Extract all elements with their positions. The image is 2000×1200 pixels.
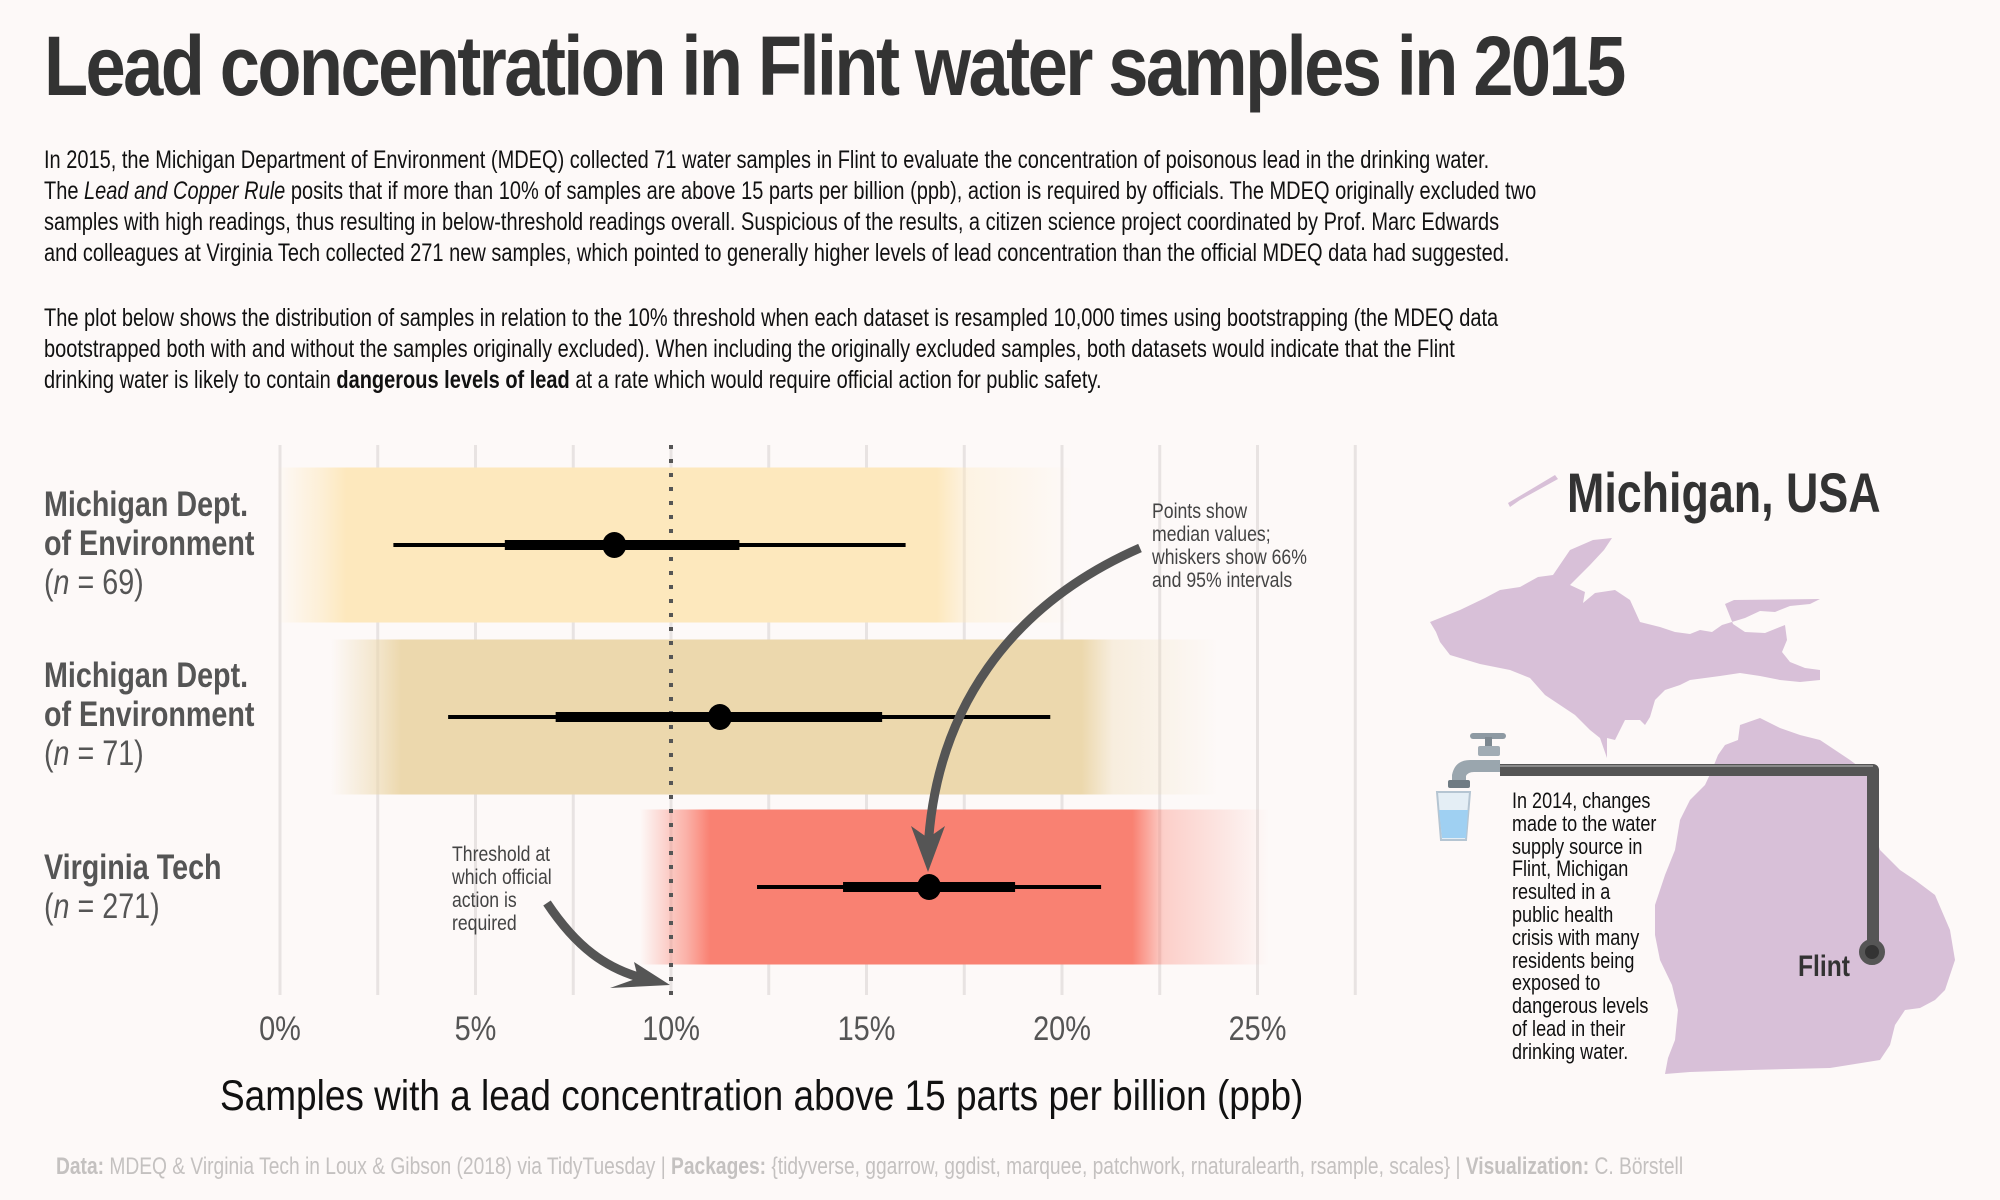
map-story-text: In 2014, changes made to the water suppl…	[1512, 788, 1657, 1064]
lower-peninsula	[1655, 718, 1955, 1074]
row-name-line: Michigan Dept.	[44, 485, 249, 524]
intervals	[393, 532, 1102, 900]
threshold-annotation-arrow	[543, 900, 651, 985]
faucet-icon	[1448, 733, 1506, 788]
caption: Data: MDEQ & Virginia Tech in Loux & Gib…	[56, 1153, 1683, 1181]
isle-royale	[1508, 475, 1558, 507]
intro-line: and colleagues at Virginia Tech collecte…	[44, 239, 1510, 267]
flint-marker	[1859, 939, 1885, 965]
michigan-map	[1430, 475, 1955, 1074]
x-tick-label: 0%	[259, 1009, 301, 1048]
median-annotation-text: Points show median values; whiskers show…	[1152, 500, 1307, 592]
flint-label: Flint	[1798, 950, 1850, 983]
caption-packages-value: {tidyverse, ggarrow, ggdist, marquee, pa…	[766, 1153, 1466, 1180]
x-axis-title: Samples with a lead concentration above …	[220, 1072, 1304, 1120]
median-annotation-arrowhead	[911, 826, 945, 872]
intro-line: The plot below shows the distribution of…	[44, 304, 1499, 332]
caption-data-value: MDEQ & Virginia Tech in Loux & Gibson (2…	[104, 1153, 672, 1180]
caption-packages-label: Packages:	[671, 1153, 767, 1180]
x-tick-label: 25%	[1229, 1009, 1287, 1048]
row-n: (n = 271)	[44, 887, 160, 926]
x-tick-label: 15%	[838, 1009, 896, 1048]
intro-paragraph-1: In 2015, the Michigan Department of Envi…	[44, 145, 1924, 269]
median-point	[707, 704, 732, 730]
row-label-virginia-tech: Virginia Tech (n = 271)	[44, 848, 222, 926]
row-label-mdeq-71: Michigan Dept. of Environment (n = 71)	[44, 656, 254, 773]
threshold-annotation-text: Threshold at which official action is re…	[452, 843, 552, 935]
water-glass-icon	[1435, 791, 1472, 841]
median-annotation-arrow	[923, 543, 1142, 851]
x-axis-ticks: 0% 5% 10% 15% 20% 25%	[259, 1009, 1286, 1048]
row-name-line: of Environment	[44, 524, 255, 563]
annotation-arrows	[543, 543, 1142, 988]
x-tick-label: 20%	[1033, 1009, 1091, 1048]
median-point	[917, 874, 942, 900]
row-name-line: of Environment	[44, 695, 255, 734]
median-point	[602, 532, 627, 558]
intro-line: bootstrapped both with and without the s…	[44, 335, 1455, 363]
intro-line: drinking water is likely to contain dang…	[44, 366, 1102, 394]
intro-line: samples with high readings, thus resulti…	[44, 208, 1500, 236]
row-label-mdeq-69: Michigan Dept. of Environment (n = 69)	[44, 485, 254, 602]
intro-line: In 2015, the Michigan Department of Envi…	[44, 146, 1490, 174]
map-title: Michigan, USA	[1567, 461, 1881, 524]
row-name-line: Virginia Tech	[44, 848, 222, 887]
caption-viz-value: C. Börstell	[1589, 1153, 1684, 1180]
intro-line: The Lead and Copper Rule posits that if …	[44, 177, 1537, 205]
row-name-line: Michigan Dept.	[44, 656, 249, 695]
intro-paragraph-2: The plot below shows the distribution of…	[44, 303, 1924, 396]
threshold-annotation-arrowhead	[610, 962, 670, 988]
page-title: Lead concentration in Flint water sample…	[44, 19, 1626, 113]
row-n: (n = 69)	[44, 563, 144, 602]
row-n: (n = 71)	[44, 734, 144, 773]
upper-peninsula	[1430, 538, 1820, 758]
water-pipe	[1500, 764, 1879, 952]
caption-viz-label: Visualization:	[1465, 1153, 1590, 1180]
caption-data-label: Data:	[56, 1153, 105, 1180]
x-tick-label: 10%	[642, 1009, 700, 1048]
x-tick-label: 5%	[455, 1009, 497, 1048]
